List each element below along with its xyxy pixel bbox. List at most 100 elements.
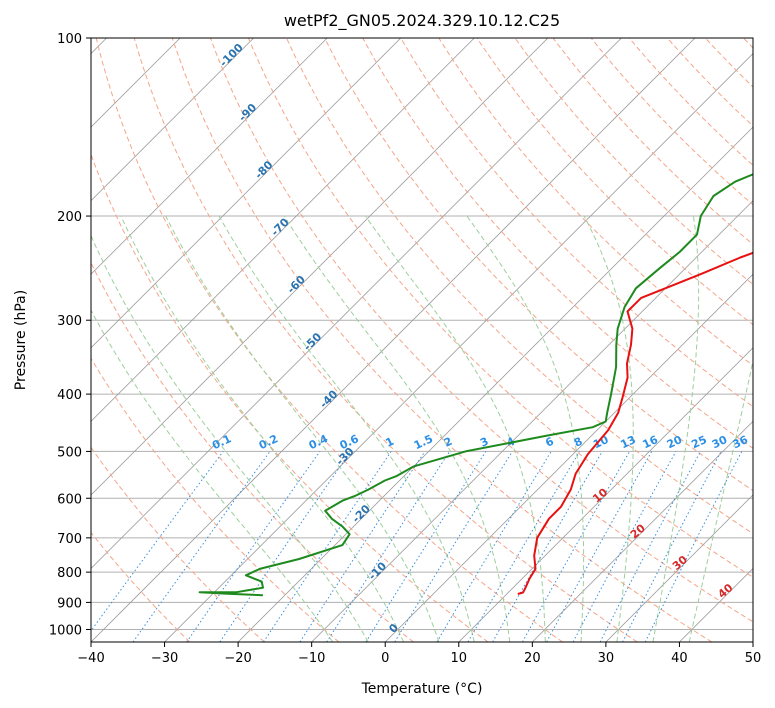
- moist-adiabat-line: [283, 215, 511, 642]
- x-tick-label: 40: [671, 651, 688, 666]
- moist-adiabat-label: 20: [628, 521, 648, 541]
- dry-adiabat-label: -100: [217, 41, 246, 70]
- x-tick-label: 50: [745, 651, 762, 666]
- dry-adiabat-label: -60: [285, 273, 308, 296]
- dry-adiabat-label: -30: [333, 445, 356, 468]
- dewpoint-profile: [198, 173, 753, 597]
- dry-adiabat-label: -50: [301, 330, 324, 353]
- moist-adiabat-line: [652, 215, 700, 642]
- moist-adiabat-line: [365, 215, 546, 642]
- moist-adiabat-line: [688, 358, 753, 642]
- mixing-ratio-line: [263, 451, 392, 642]
- mixing-ratio-label: 8: [572, 435, 584, 450]
- dry-adiabat-line: [704, 38, 753, 88]
- x-axis-label: Temperature (°C): [361, 681, 483, 697]
- mixing-ratio-line: [299, 451, 426, 642]
- temperature-profile: [517, 251, 753, 595]
- isotherm-line: [91, 38, 622, 570]
- isotherm-line: [752, 641, 753, 642]
- isotherm-line: [91, 38, 402, 349]
- mixing-ratio-line: [546, 451, 653, 642]
- moist-adiabat-line: [91, 234, 369, 642]
- dry-adiabat-label: -70: [269, 215, 292, 238]
- isotherm-line: [91, 38, 549, 496]
- dry-adiabat-line: [362, 38, 753, 449]
- mixing-ratio-line: [91, 451, 224, 632]
- dry-adiabat-line: [91, 446, 265, 642]
- mixing-ratio-line: [132, 451, 271, 642]
- dry-adiabat-line: [91, 153, 489, 642]
- mixing-ratio-label: 1: [384, 435, 396, 450]
- moist-adiabat-line: [466, 215, 585, 642]
- y-tick-label: 500: [57, 445, 82, 460]
- chart-title: wetPf2_GN05.2024.329.10.12.C25: [284, 11, 560, 31]
- dry-adiabat-line: [91, 531, 191, 642]
- axes-frame: [90, 37, 754, 643]
- mixing-ratio-label: 30: [710, 433, 730, 451]
- dry-adiabat-line: [95, 38, 563, 642]
- mixing-ratio-line: [572, 451, 677, 642]
- y-tick-label: 1000: [49, 623, 82, 638]
- mixing-ratio-label: 1.5: [412, 432, 435, 452]
- plot-area: 0.1 0.2 0.4 0.6 1 1.5 2 3 4 6 8 10 13 16 20 25 30 36-100-…: [91, 38, 753, 642]
- dry-adiabat-label: -80: [252, 158, 275, 181]
- mixing-ratio-label: 20: [665, 433, 685, 451]
- x-tick-label: −10: [298, 651, 325, 666]
- mixing-ratio-line: [599, 451, 702, 642]
- moist-adiabat-line: [120, 215, 405, 642]
- moist-adiabat-label: 10: [590, 485, 610, 505]
- y-tick-label: 900: [57, 596, 82, 611]
- mixing-ratio-line: [644, 451, 743, 642]
- dry-adiabat-line: [590, 38, 753, 206]
- moist-adiabat-line: [218, 215, 475, 642]
- isotherm-line: [532, 420, 753, 642]
- dry-adiabat-label: -10: [366, 559, 389, 582]
- y-tick-label: 800: [57, 566, 82, 581]
- x-tick-label: 10: [451, 651, 468, 666]
- isotherm-line: [91, 38, 475, 422]
- dry-adiabat-line: [209, 38, 753, 623]
- dry-adiabat-line: [133, 38, 638, 642]
- y-axis-label: Pressure (hPa): [13, 290, 29, 390]
- x-tick-label: −40: [77, 651, 104, 666]
- mixing-ratio-line: [436, 451, 552, 642]
- mixing-ratio-line: [326, 451, 451, 642]
- y-tick-label: 600: [57, 492, 82, 507]
- mixing-ratio-line: [186, 451, 321, 642]
- y-tick-label: 300: [57, 314, 82, 329]
- dry-adiabat-line: [247, 38, 753, 578]
- dry-adiabat-line: [743, 38, 753, 49]
- y-tick-label: 100: [57, 32, 82, 47]
- y-tick-label: 400: [57, 388, 82, 403]
- y-tick-label: 700: [57, 532, 82, 547]
- isotherm-line: [91, 38, 254, 202]
- mixing-ratio-label: 2: [442, 435, 454, 450]
- isotherm-line: [91, 38, 328, 275]
- dry-adiabat-label: -20: [350, 502, 373, 525]
- mixing-ratio-label: 13: [618, 433, 637, 451]
- dry-adiabat-line: [438, 38, 753, 366]
- axis-ticks: −40 −30 −20 −10 0 10 20 30 40 50 100 200 300 400 500 60…: [49, 32, 761, 666]
- isotherm-line: [605, 494, 753, 642]
- plot-frame: [90, 37, 754, 643]
- isotherm-line: [91, 38, 696, 642]
- moist-adiabat-label: 30: [670, 553, 690, 573]
- x-tick-label: 20: [524, 651, 541, 666]
- dry-adiabat-line: [514, 38, 753, 285]
- dry-adiabat-line: [400, 38, 753, 408]
- mixing-ratio-label: 16: [641, 433, 661, 451]
- dry-adiabat-line: [171, 38, 713, 642]
- dry-adiabat-line: [91, 261, 414, 642]
- isotherm-line: [237, 126, 753, 642]
- isotherm-line: [384, 273, 753, 642]
- dry-adiabat-line: [476, 38, 753, 326]
- x-tick-label: 0: [381, 651, 389, 666]
- mixing-ratio-label: 0.4: [307, 432, 330, 452]
- dry-adiabat-line: [666, 38, 753, 127]
- moist-adiabat-line: [165, 215, 440, 642]
- mixing-ratio-line: [394, 451, 513, 642]
- isotherm-line: [164, 52, 753, 642]
- isotherm-line: [679, 567, 753, 642]
- dry-adiabat-line: [552, 38, 753, 246]
- mixing-ratio-label: 25: [689, 433, 708, 451]
